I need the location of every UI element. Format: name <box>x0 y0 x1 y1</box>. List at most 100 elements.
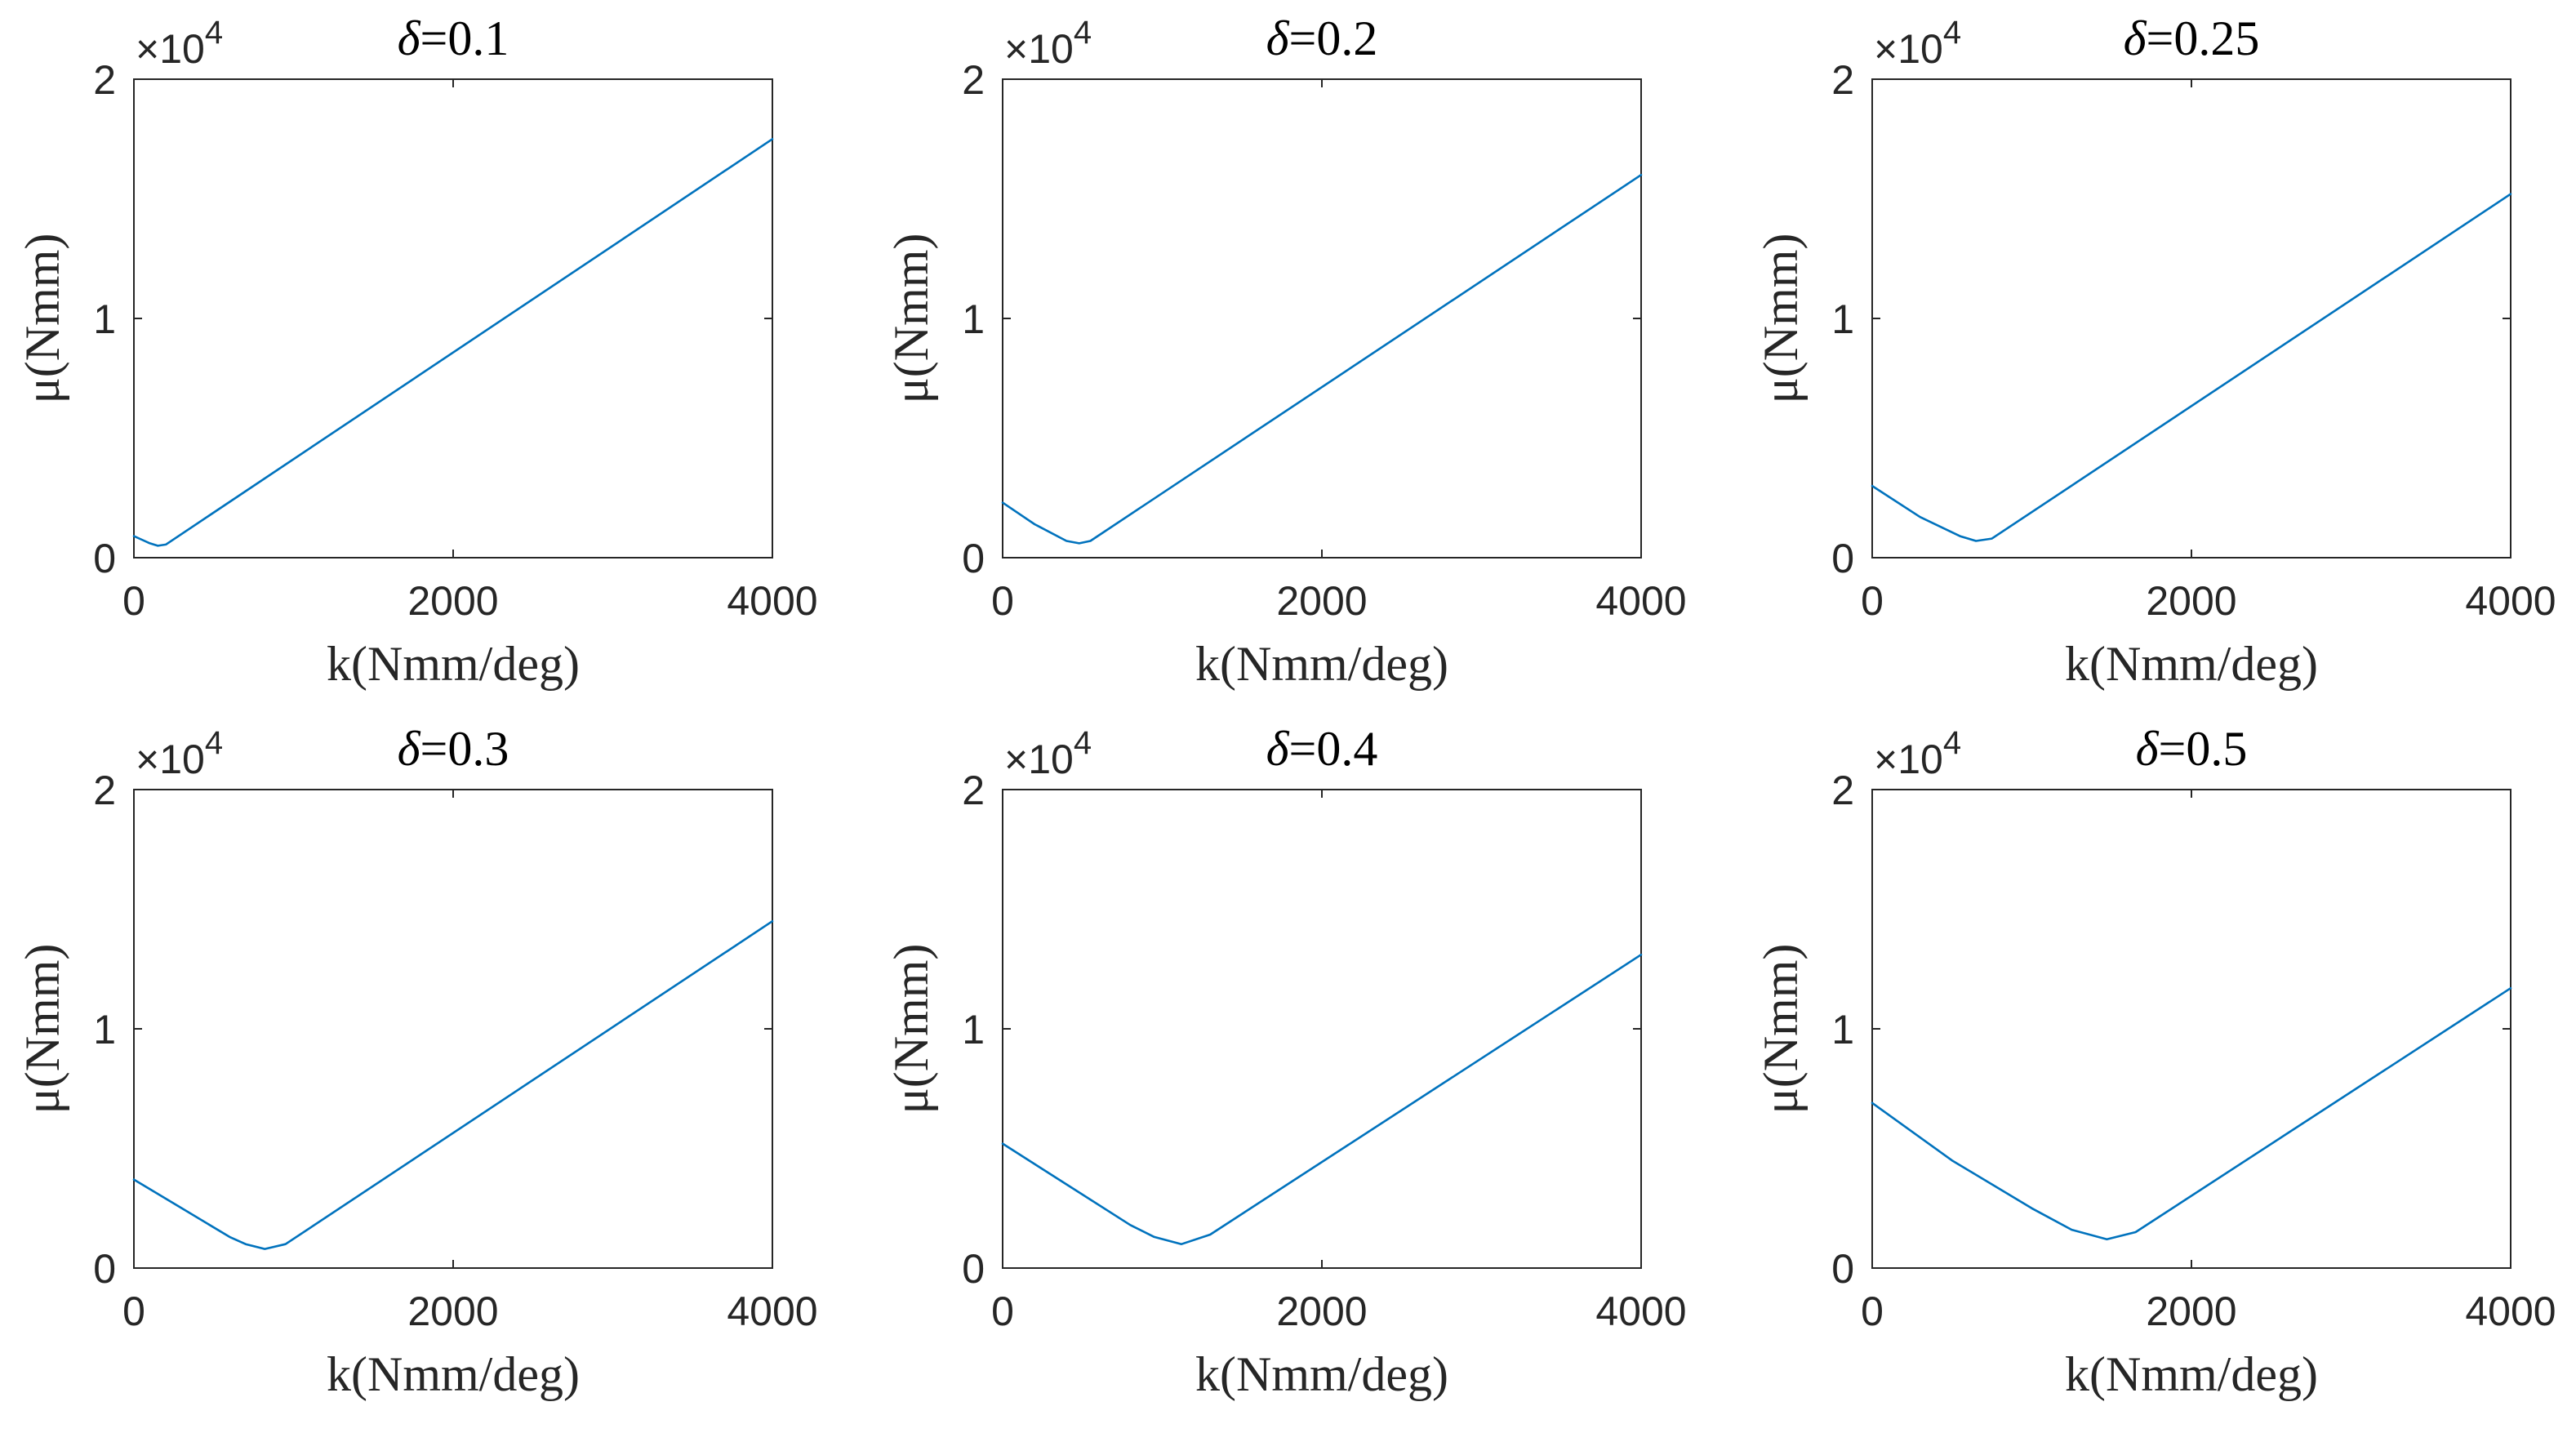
x-tick-label: 4000 <box>727 578 817 624</box>
x-tick-label: 4000 <box>1595 578 1686 624</box>
title-symbol: δ <box>398 11 421 65</box>
axes-box <box>1002 789 1642 1269</box>
y-exponent-power: 4 <box>205 15 223 51</box>
axes-box <box>133 78 773 559</box>
x-axis-label: k(Nmm/deg) <box>2065 1347 2318 1401</box>
y-exponent-power: 4 <box>1074 725 1092 761</box>
subplot-5: 0 2000 4000 0 1 2 ×104 δ=0.4 k(Nmm/deg) μ(Nmm) <box>884 722 1687 1401</box>
x-tick-label: 4000 <box>2465 578 2556 624</box>
y-exponent-power: 4 <box>205 725 223 761</box>
y-tick-label: 1 <box>1831 1007 1854 1052</box>
x-tick-label: 2000 <box>2146 1288 2236 1334</box>
title-symbol: δ <box>1266 722 1290 776</box>
title-value: =0.3 <box>420 722 509 776</box>
title-value: =0.5 <box>2159 722 2248 776</box>
title-value: =0.25 <box>2147 11 2260 65</box>
y-tick-label: 1 <box>93 296 116 342</box>
subplot-4: 0 2000 4000 0 1 2 ×104 δ=0.3 k(Nmm/deg) μ(Nmm) <box>16 722 818 1401</box>
subplot-title: δ=0.2 <box>1266 11 1378 65</box>
x-axis-label: k(Nmm/deg) <box>2065 637 2318 691</box>
y-tick-label: 0 <box>93 1246 116 1292</box>
y-tick-label: 0 <box>1831 536 1854 581</box>
y-exponent-power: 4 <box>1074 15 1092 51</box>
y-tick-label: 0 <box>962 1246 985 1292</box>
x-axis-label: k(Nmm/deg) <box>327 637 580 691</box>
y-exponent-label: ×104 <box>136 15 223 72</box>
series-line <box>1001 173 1643 545</box>
y-axis-label: μ(Nmm) <box>884 944 938 1115</box>
y-tick-label: 2 <box>93 768 116 813</box>
subplot-title: δ=0.3 <box>398 722 509 776</box>
series-line <box>132 138 774 547</box>
y-tick-label: 2 <box>962 768 985 813</box>
x-tick-label: 2000 <box>2146 578 2236 624</box>
subplot-title: δ=0.5 <box>2136 722 2248 776</box>
title-symbol: δ <box>1266 11 1290 65</box>
y-exponent-base: ×10 <box>1004 737 1074 782</box>
subplot-1: 0 2000 4000 0 1 2 ×104 δ=0.1 k(Nmm/deg) μ(Nmm) <box>16 11 818 691</box>
y-tick-label: 1 <box>1831 296 1854 342</box>
y-axis-label: μ(Nmm) <box>16 234 69 404</box>
x-tick-label: 0 <box>1861 578 1884 624</box>
series-line <box>1871 193 2512 542</box>
x-axis-label: k(Nmm/deg) <box>327 1347 580 1401</box>
x-tick-label: 4000 <box>727 1288 817 1334</box>
y-tick-label: 0 <box>1831 1246 1854 1292</box>
title-symbol: δ <box>2136 722 2160 776</box>
series-line <box>132 919 774 1250</box>
y-exponent-label: ×104 <box>1874 15 1961 72</box>
y-exponent-power: 4 <box>1943 15 1961 51</box>
axes-box <box>133 789 773 1269</box>
y-exponent-base: ×10 <box>136 737 205 782</box>
y-tick-label: 2 <box>1831 768 1854 813</box>
y-axis-label: μ(Nmm) <box>16 944 69 1115</box>
y-exponent-label: ×104 <box>1004 15 1092 72</box>
x-tick-label: 0 <box>122 1288 145 1334</box>
y-axis-label: μ(Nmm) <box>884 234 938 404</box>
x-tick-label: 4000 <box>2465 1288 2556 1334</box>
subplot-6: 0 2000 4000 0 1 2 ×104 δ=0.5 k(Nmm/deg) μ(Nmm) <box>1754 722 2556 1401</box>
y-axis-label: μ(Nmm) <box>1754 234 1808 404</box>
x-tick-label: 0 <box>991 1288 1014 1334</box>
title-symbol: δ <box>398 722 421 776</box>
y-exponent-base: ×10 <box>1874 26 1943 72</box>
y-tick-label: 1 <box>962 296 985 342</box>
x-tick-label: 2000 <box>407 1288 498 1334</box>
subplot-3: 0 2000 4000 0 1 2 ×104 δ=0.25 k(Nmm/deg) μ(Nmm) <box>1754 11 2556 691</box>
y-tick-label: 2 <box>93 57 116 103</box>
title-value: =0.4 <box>1289 722 1378 776</box>
x-axis-label: k(Nmm/deg) <box>1195 1347 1448 1401</box>
x-tick-label: 0 <box>1861 1288 1884 1334</box>
x-tick-label: 2000 <box>407 578 498 624</box>
subplot-title: δ=0.1 <box>398 11 509 65</box>
y-tick-label: 2 <box>1831 57 1854 103</box>
y-exponent-base: ×10 <box>1874 737 1943 782</box>
x-axis-label: k(Nmm/deg) <box>1195 637 1448 691</box>
y-tick-label: 0 <box>962 536 985 581</box>
y-tick-label: 1 <box>93 1007 116 1052</box>
x-tick-label: 2000 <box>1276 578 1367 624</box>
title-symbol: δ <box>2124 11 2147 65</box>
title-value: =0.2 <box>1289 11 1378 65</box>
series-line <box>1001 953 1643 1245</box>
subplot-2: 0 2000 4000 0 1 2 ×104 δ=0.2 k(Nmm/deg) μ(Nmm) <box>884 11 1687 691</box>
axes-box <box>1002 78 1642 559</box>
subplot-title: δ=0.25 <box>2124 11 2260 65</box>
series-line <box>1871 986 2512 1241</box>
y-exponent-label: ×104 <box>1004 725 1092 782</box>
y-tick-label: 2 <box>962 57 985 103</box>
y-exponent-power: 4 <box>1943 725 1961 761</box>
x-tick-label: 2000 <box>1276 1288 1367 1334</box>
y-axis-label: μ(Nmm) <box>1754 944 1808 1115</box>
title-value: =0.1 <box>420 11 509 65</box>
y-exponent-base: ×10 <box>1004 26 1074 72</box>
y-exponent-base: ×10 <box>136 26 205 72</box>
x-tick-label: 4000 <box>1595 1288 1686 1334</box>
x-tick-label: 0 <box>122 578 145 624</box>
y-tick-label: 1 <box>962 1007 985 1052</box>
axes-box <box>1871 78 2511 559</box>
subplot-title: δ=0.4 <box>1266 722 1378 776</box>
y-tick-label: 0 <box>93 536 116 581</box>
y-exponent-label: ×104 <box>136 725 223 782</box>
